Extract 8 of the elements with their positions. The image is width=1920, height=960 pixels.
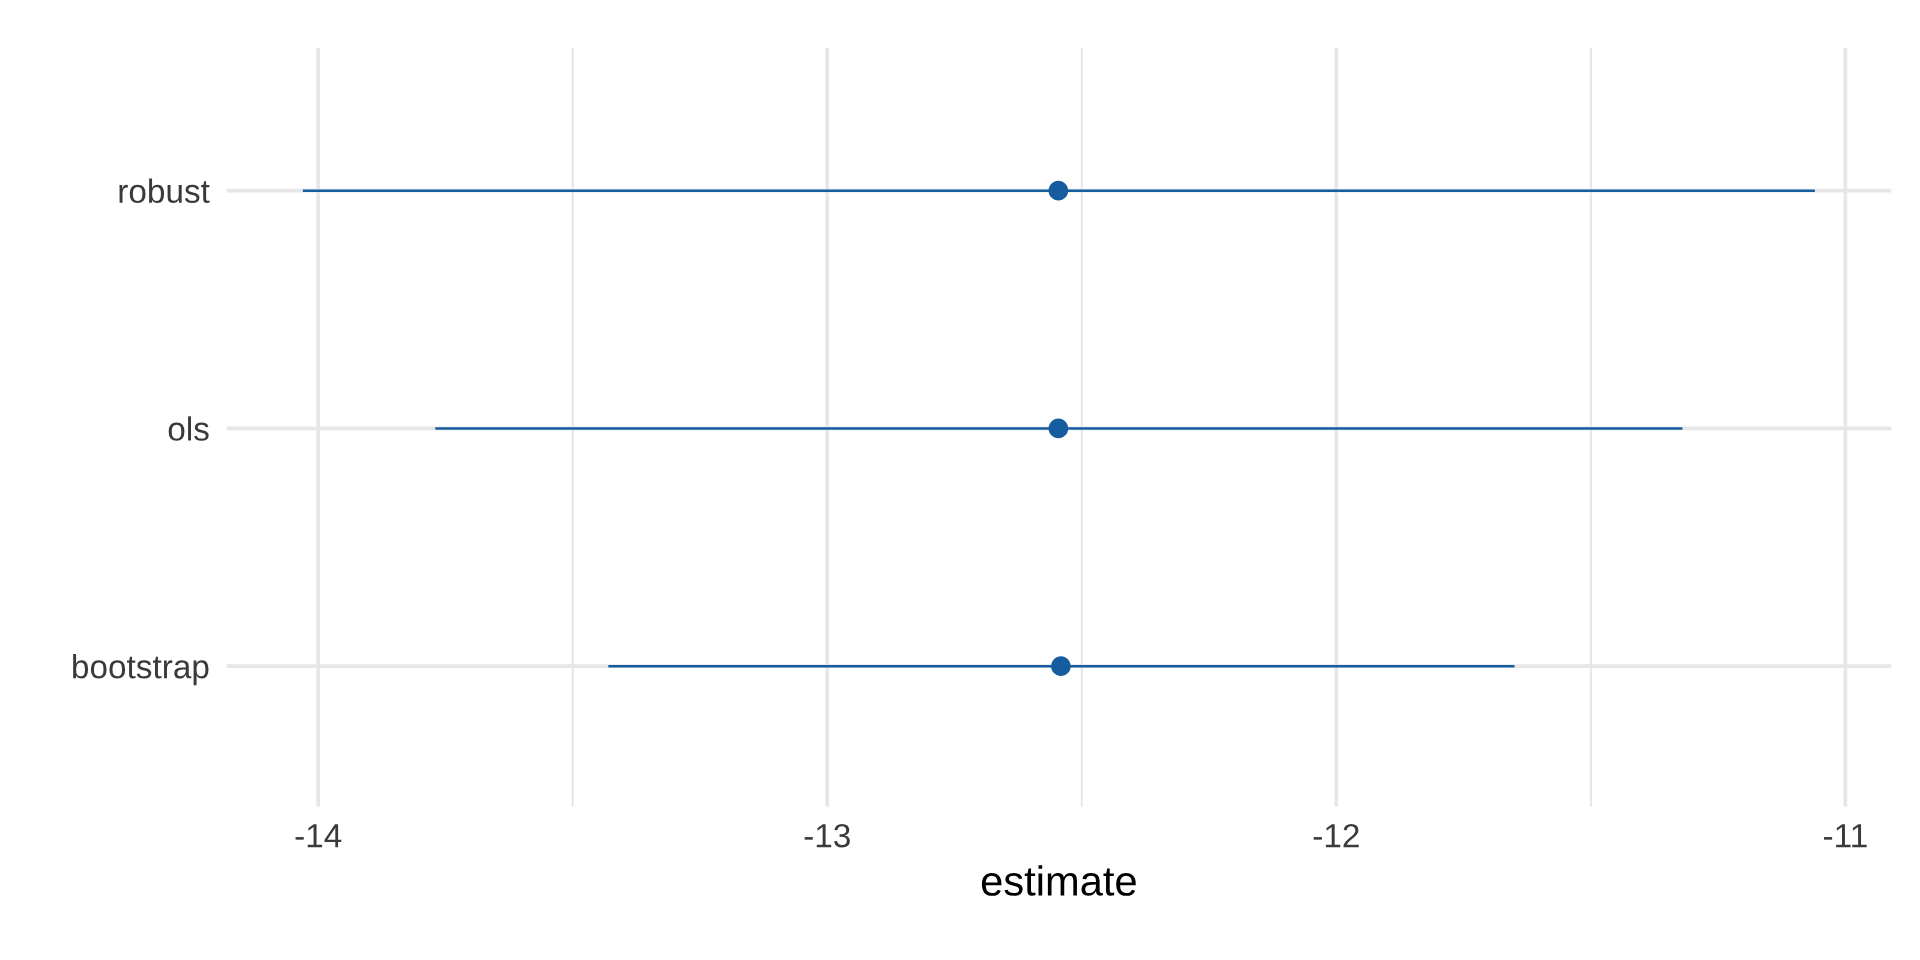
y-tick-label: ols	[168, 416, 209, 441]
x-axis-title: estimate	[981, 865, 1136, 896]
x-tick-label: -11	[1824, 824, 1867, 848]
y-tick-label: robust	[119, 178, 210, 204]
x-tick-label: -14	[295, 824, 342, 848]
y-tick-label: bootstrap	[73, 654, 209, 686]
x-tick-label: -12	[1313, 823, 1359, 848]
x-tick-label: -13	[804, 823, 850, 848]
